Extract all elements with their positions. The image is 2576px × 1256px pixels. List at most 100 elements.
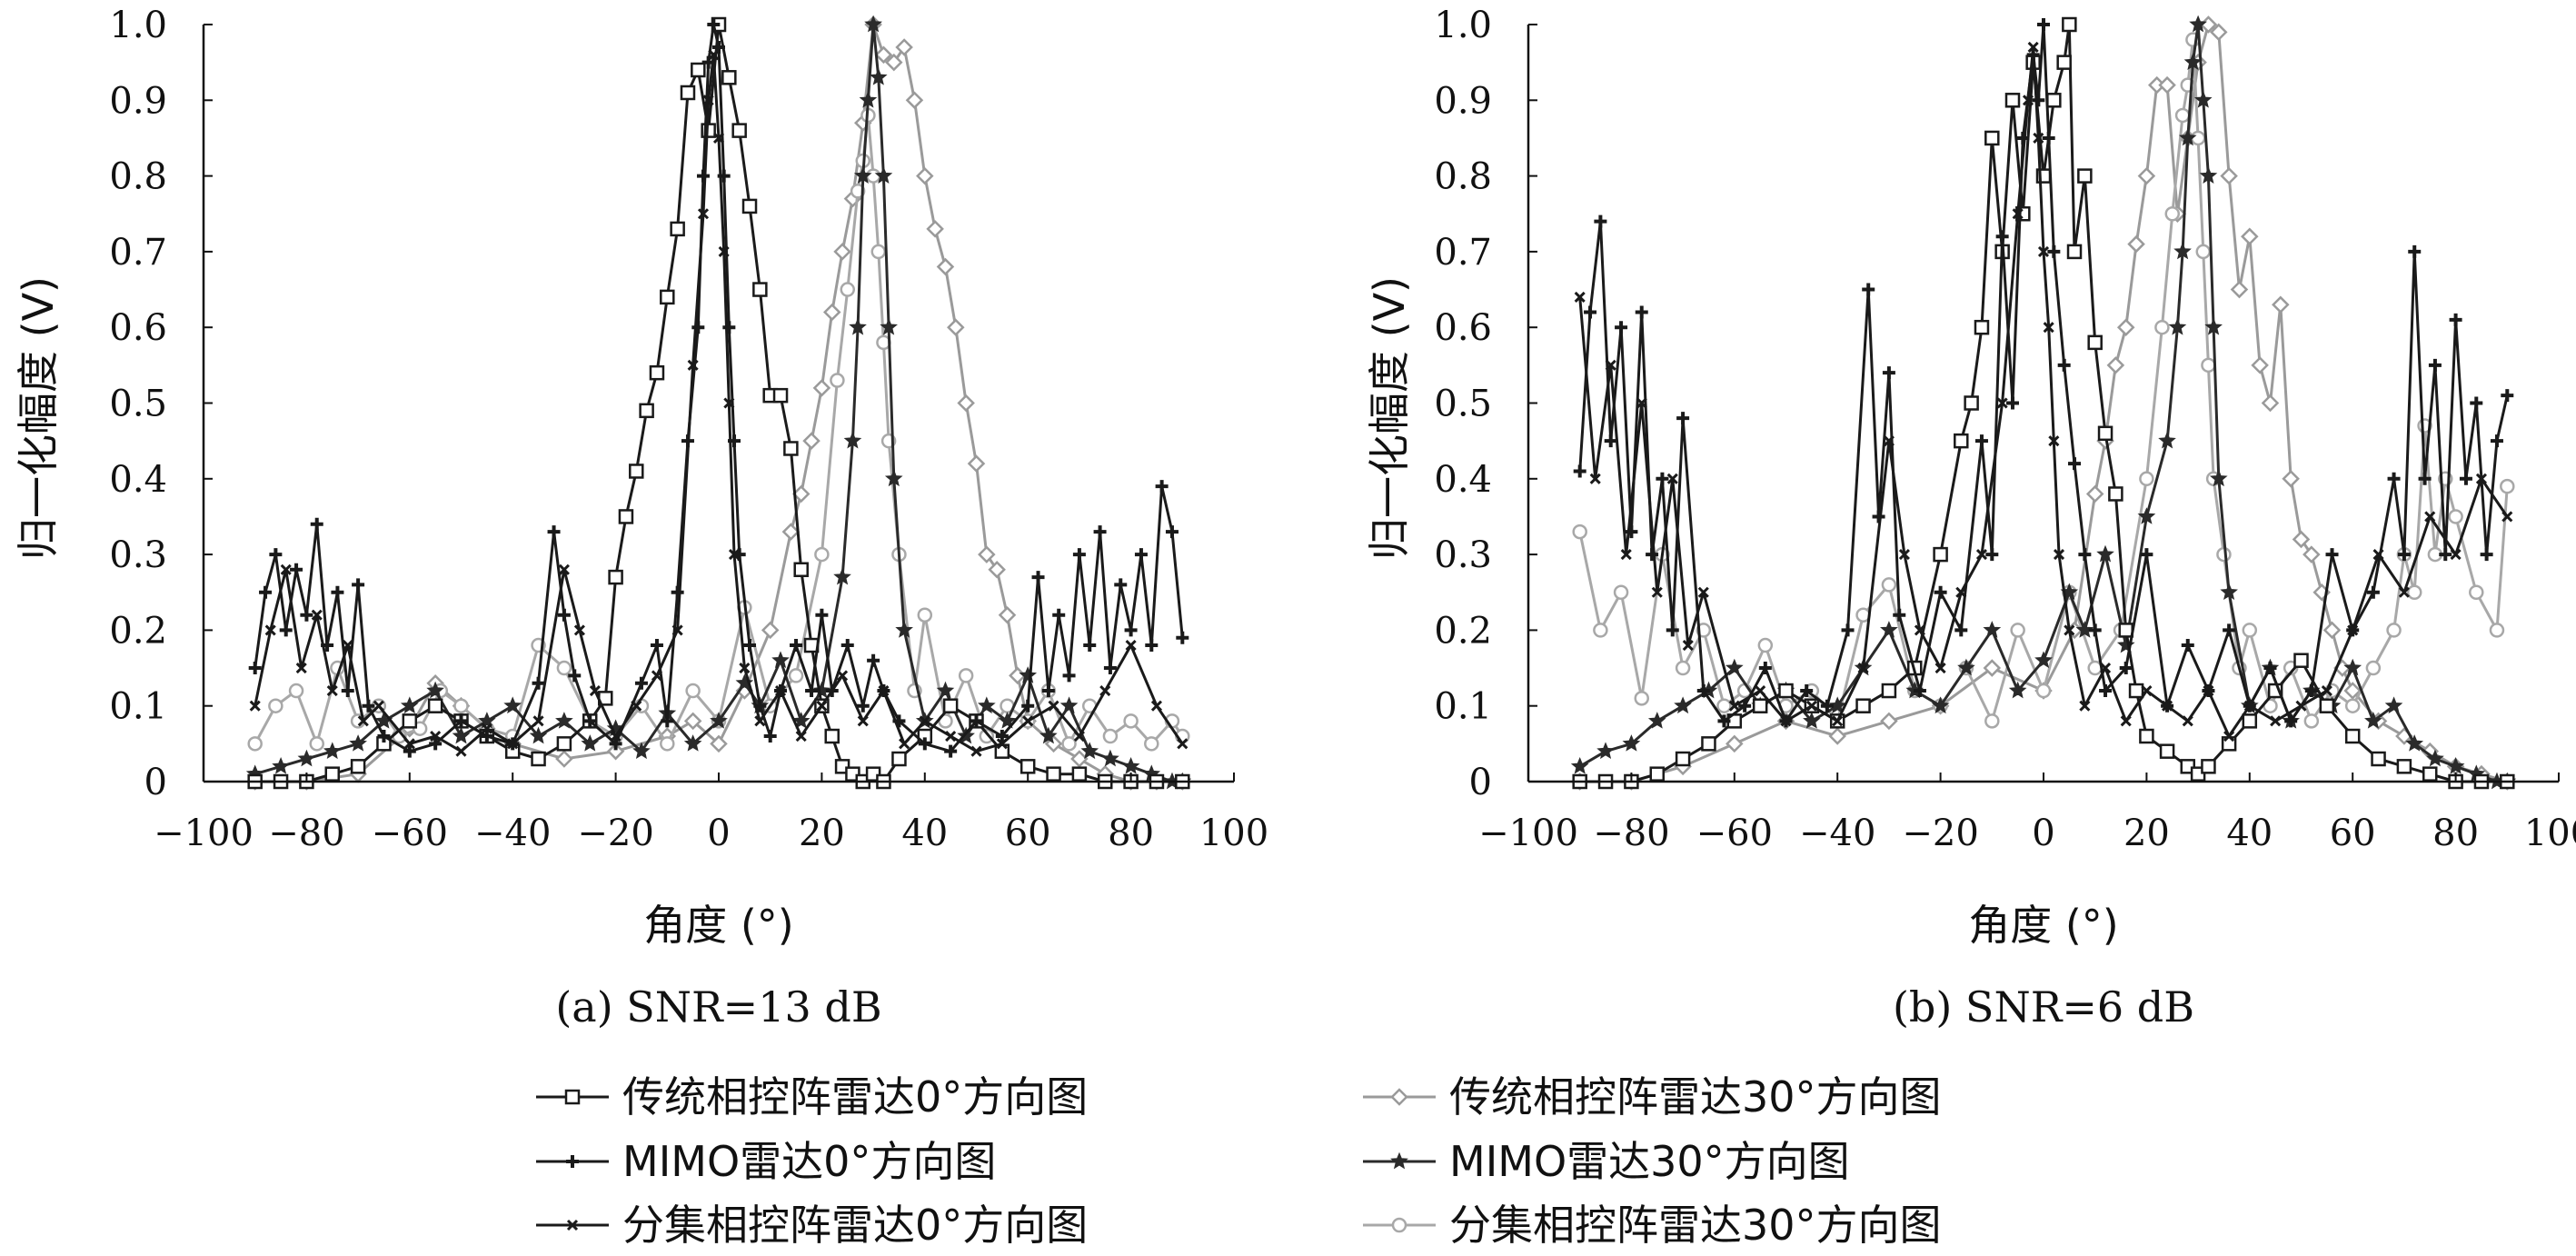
panel-b-series-1-point <box>1974 319 1990 335</box>
panel-b-series-3-point <box>2120 715 2132 727</box>
panel-a-series-5-point <box>452 726 471 744</box>
panel-b-series-6-point <box>1675 660 1691 676</box>
panel-b-series-2-point <box>1934 585 1947 599</box>
panel-a-series-2-point <box>825 684 839 698</box>
panel-b-series-6-point <box>1716 698 1732 713</box>
panel-a-series-1-point <box>350 759 366 774</box>
legend-swatch-marker <box>1390 1151 1408 1170</box>
legend-label: 分集相控阵雷达30°方向图 <box>1449 1201 1942 1250</box>
panel-b-series-2-point <box>2366 585 2380 599</box>
panel-b-series-2-point <box>2223 623 2236 637</box>
panel-a-series-2-point <box>634 676 648 690</box>
panel-b-series-1-point <box>2139 728 2154 744</box>
panel-b-series-1-point <box>1984 130 2000 146</box>
panel-b-ylabel: 归一化幅度 (V) <box>1365 276 1414 560</box>
panel-b-series-3-point <box>1682 639 1694 652</box>
panel-b-series-2-point <box>2068 457 2082 471</box>
panel-b-series-2-point <box>2078 548 2092 562</box>
panel-a-series-2-point <box>696 169 710 183</box>
panel-a-series-3-point <box>481 723 492 734</box>
panel-a-y-tick-label: 0.6 <box>109 307 167 349</box>
panel-b-series-1-point <box>2062 16 2077 33</box>
panel-b-x-tick-label: 60 <box>2330 812 2376 854</box>
panel-a-series-4-point <box>802 432 821 450</box>
panel-b-series-3-point <box>2270 715 2282 727</box>
panel-b-series-2-point <box>1893 608 1906 622</box>
panel-b-series-2-point <box>2263 662 2277 675</box>
panel-a-series-6-point <box>1061 736 1077 752</box>
panel-a-series-2-point <box>722 321 736 334</box>
panel-b-series-5-point <box>2364 712 2382 729</box>
panel-b-y-tick-label: 0.3 <box>1434 534 1492 576</box>
panel-b-series-6-point <box>2010 623 2025 638</box>
legend-item: 传统相控阵雷达0°方向图 <box>536 1072 1088 1121</box>
panel-a-x-tick-label: 0 <box>707 812 730 854</box>
panel-b-series-1-point <box>1752 698 1768 713</box>
panel-a-series-1-point <box>691 62 706 78</box>
panel-b-x-tick-label: −60 <box>1696 812 1773 854</box>
panel-b-series-3-point <box>1755 684 1766 697</box>
panel-a-series-6-point <box>958 668 974 683</box>
panel-a-x-tick-label: 60 <box>1005 812 1051 854</box>
panel-b-series-2-point <box>2202 684 2215 698</box>
panel-a-series-2-point <box>691 321 705 334</box>
panel-a-series-2-point <box>331 585 344 599</box>
panel-a-series-4-point <box>761 621 780 640</box>
panel-a-series-2-point <box>300 608 313 622</box>
panel-a-series-5-point <box>895 621 913 638</box>
panel-a-series-3-point <box>558 563 570 575</box>
panel-a-series-1-point <box>556 736 572 752</box>
panel-b-series-5-point <box>1803 712 1821 729</box>
panel-a-series-2-point <box>532 676 545 690</box>
panel-a-series-2-point <box>1041 684 1055 698</box>
panel-b-series-6-point <box>2386 623 2402 638</box>
panel-b-y-tick-label: 0.5 <box>1434 384 1492 425</box>
panel-a-series-4-point <box>822 303 841 322</box>
panel-b-series-2-point <box>1862 283 1875 296</box>
panel-a-series-5-point <box>555 712 573 729</box>
panel-a: −100 −80 −60 −40 −20 0 20 40 60 80 100 0 0.1 0.2 0.3 0.… <box>14 5 1268 1032</box>
panel-b-y-tick-label: 0.2 <box>1434 610 1492 652</box>
panel-a-series-2-point <box>717 169 731 183</box>
panel-a-series-5-point <box>1039 726 1058 744</box>
panel-a-series-1-point <box>618 509 634 524</box>
panel-b-series-2-point <box>1820 699 1834 713</box>
panel-a-x-tick-label: −100 <box>154 812 254 854</box>
panel-b-y-tick-label: 0.6 <box>1434 307 1492 349</box>
panel-a-series-4-point <box>555 750 573 768</box>
panel-b-series-5-point <box>1957 658 1975 676</box>
panel-b-x-tick-label: 20 <box>2123 812 2170 854</box>
panel-a-series-5-point <box>297 749 316 767</box>
panel-b-series-2-point <box>1656 472 1669 485</box>
panel-b: −100 −80 −60 −40 −20 0 20 40 60 80 100 0 0.1 0.2 0.3 0.… <box>1365 5 2576 1032</box>
panel-a-series-2-point <box>1155 480 1169 493</box>
panel-a-series-5-point <box>426 681 444 699</box>
panel-b-series-4-point <box>2292 530 2311 549</box>
panel-b-series-3-point <box>2037 245 2050 257</box>
panel-a-series-2-point <box>362 699 375 713</box>
panel-a-x-tick-label: 40 <box>901 812 948 854</box>
panel-a-series-3-point <box>919 715 930 727</box>
panel-b-series-2-point <box>2016 131 2030 145</box>
panel-a-series-1-point <box>649 364 665 381</box>
panel-a-series-3-point <box>311 609 323 621</box>
panel-a-series-4-point <box>1070 750 1089 768</box>
panel-b-y-tick-label: 0.4 <box>1434 459 1492 501</box>
panel-a-series-6-point <box>979 728 995 744</box>
panel-b-series-3-point <box>1996 397 2008 409</box>
panel-a-series-2-point <box>671 585 684 599</box>
panel-a-series-5-point <box>771 651 790 669</box>
panel-b-series-2-point <box>2501 389 2514 403</box>
panel-a-series-1-point <box>680 85 696 101</box>
panel-a-series-1-point <box>608 569 623 585</box>
panel-b-series-6-point <box>2344 698 2361 713</box>
panel-b-x-tick-label: 80 <box>2432 812 2479 854</box>
panel-b-x-tick-label: −100 <box>1478 812 1578 854</box>
panel-b-series-5-point <box>2405 734 2424 752</box>
panel-a-series-2-point <box>341 684 354 698</box>
legend-label: MIMO雷达0°方向图 <box>622 1137 996 1186</box>
panel-a-series-4-point <box>926 220 944 238</box>
panel-a-series-5-point <box>791 712 811 729</box>
panel-a-series-2-point <box>609 737 622 751</box>
